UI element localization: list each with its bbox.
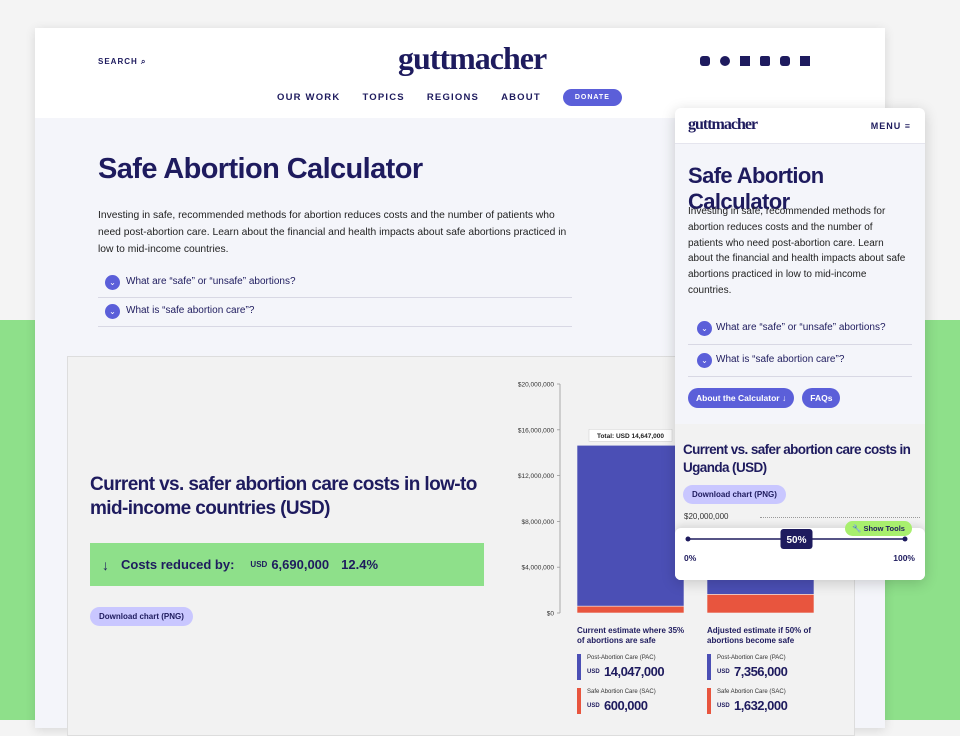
download-button[interactable]: Download chart (PNG) xyxy=(90,607,193,626)
legend-swatch xyxy=(577,654,581,680)
main-nav: OUR WORK TOPICS REGIONS ABOUT DONATE xyxy=(277,89,622,106)
y-tick-label: $4,000,000 xyxy=(521,565,554,572)
currency: USD xyxy=(587,703,600,709)
y-tick-label: $8,000,000 xyxy=(521,519,554,526)
savings-label: Costs reduced by: xyxy=(121,557,235,572)
donate-button[interactable]: DONATE xyxy=(562,89,622,106)
header: SEARCH ⌕ guttmacher OUR WORK TOPICS REGI… xyxy=(35,28,885,118)
mobile-view: guttmacher MENU ≡ Safe Abortion Calculat… xyxy=(675,108,925,580)
currency: USD xyxy=(717,703,730,709)
menu-button[interactable]: MENU ≡ xyxy=(870,121,911,131)
button-row: About the Calculator ↓ FAQs xyxy=(688,388,841,408)
legend-label: Post-Abortion Care (PAC) xyxy=(717,655,786,661)
menu-label: MENU xyxy=(870,121,902,131)
savings-amount: 6,690,000 xyxy=(271,557,330,572)
category-label: Current estimate where 35% of abortions … xyxy=(577,626,685,645)
intro-text: Investing in safe, recommended methods f… xyxy=(98,210,567,255)
search-label: SEARCH xyxy=(98,57,138,66)
arrow: ↓ xyxy=(102,556,109,573)
chevron: ⌄ xyxy=(105,304,120,319)
faq-list: ⌄ What are “safe” or “unsafe” abortions? … xyxy=(98,269,572,327)
chart-title: Current vs. safer abortion care costs in… xyxy=(683,442,911,475)
faqs-button[interactable]: FAQs xyxy=(802,388,841,408)
bar-segment xyxy=(576,605,685,614)
currency: USD xyxy=(587,669,600,675)
faq-label: What are “safe” or “unsafe” abortions? xyxy=(126,276,296,287)
faq-label: What is “safe abortion care”? xyxy=(126,305,255,316)
y-tick-label: $20,000,000 xyxy=(684,512,729,521)
grid-line xyxy=(760,517,920,518)
show-tools-label: Show Tools xyxy=(863,524,905,533)
chevron: ⌄ xyxy=(697,353,712,368)
panel-title: Current vs. safer abortion care costs in… xyxy=(90,474,477,519)
faq-item[interactable]: ⌄ What is “safe abortion care”? xyxy=(688,345,912,377)
page: SEARCH ⌕ guttmacher OUR WORK TOPICS REGI… xyxy=(0,28,960,736)
value-label: 600,000 xyxy=(604,698,648,713)
legend-label: Post-Abortion Care (PAC) xyxy=(587,655,656,661)
slider-end xyxy=(685,536,691,542)
legend-label: Safe Abortion Care (SAC) xyxy=(587,689,656,695)
y-tick-label: $20,000,000 xyxy=(518,382,555,389)
slider-min-label: 0% xyxy=(684,553,697,563)
slider[interactable]: 50% 0% 100% xyxy=(675,528,925,580)
download-button[interactable]: Download chart (PNG) xyxy=(683,485,786,504)
button-label: About the Calculator xyxy=(696,393,780,403)
search[interactable]: SEARCH ⌕ xyxy=(98,57,147,66)
icon[interactable] xyxy=(740,56,750,66)
chevron: ⌄ xyxy=(105,275,120,290)
icon[interactable] xyxy=(800,56,810,66)
faq-label: What are “safe” or “unsafe” abortions? xyxy=(716,322,886,333)
legend-swatch xyxy=(707,688,711,714)
faq-label: What is “safe abortion care”? xyxy=(716,354,845,365)
page-title: Safe Abortion Calculator xyxy=(688,163,824,214)
icon[interactable] xyxy=(760,56,770,66)
faq-list: ⌄ What are “safe” or “unsafe” abortions? … xyxy=(688,313,912,377)
faq-item[interactable]: ⌄ What are “safe” or “unsafe” abortions? xyxy=(98,269,572,298)
slider-value: 50% xyxy=(786,535,806,546)
category-label: Adjusted estimate if 50% of abortions be… xyxy=(707,626,812,645)
logo[interactable]: guttmacher xyxy=(398,40,547,76)
legend-swatch xyxy=(577,688,581,714)
value-label: 14,047,000 xyxy=(604,664,665,679)
legend-label: Safe Abortion Care (SAC) xyxy=(717,689,786,695)
about-button[interactable]: About the Calculator ↓ xyxy=(688,388,795,408)
slider-end xyxy=(902,536,908,542)
chevron: ⌄ xyxy=(697,321,712,336)
slider-max-label: 100% xyxy=(893,553,915,563)
currency: USD xyxy=(717,669,730,675)
faq-item[interactable]: ⌄ What are “safe” or “unsafe” abortions? xyxy=(688,313,912,345)
slider-handle xyxy=(780,529,813,549)
icon[interactable] xyxy=(700,56,710,66)
page-title: Safe Abortion Calculator xyxy=(98,153,423,185)
mobile-intro xyxy=(675,144,925,424)
social-icons xyxy=(700,56,810,66)
bar-segment xyxy=(576,444,685,607)
total-label: Total: USD 14,647,000 xyxy=(597,433,664,440)
value-label: 1,632,000 xyxy=(734,698,788,713)
total-box xyxy=(588,429,673,442)
nav-item[interactable]: OUR WORK xyxy=(277,92,341,103)
legend-swatch xyxy=(707,654,711,680)
icon[interactable] xyxy=(780,56,790,66)
mobile-header: guttmacher MENU ≡ xyxy=(675,108,925,144)
show-tools-button[interactable]: 🔧 Show Tools xyxy=(845,521,912,536)
value-label: 7,356,000 xyxy=(734,664,788,679)
currency: USD xyxy=(250,560,268,569)
bar-segment xyxy=(706,594,815,614)
faq-item[interactable]: ⌄ What is “safe abortion care”? xyxy=(98,298,572,327)
y-tick-label: $12,000,000 xyxy=(518,473,555,480)
savings-banner: ↓ Costs reduced by: USD 6,690,000 12.4% xyxy=(90,543,484,586)
y-tick-label: $16,000,000 xyxy=(518,427,555,434)
nav-item[interactable]: TOPICS xyxy=(362,92,405,103)
y-tick-label: $0 xyxy=(547,611,555,618)
icon[interactable] xyxy=(720,56,730,66)
savings-percent: 12.4% xyxy=(341,557,379,572)
intro-text: Investing in safe, recommended methods f… xyxy=(688,206,906,296)
logo[interactable]: guttmacher xyxy=(688,116,758,133)
nav-item[interactable]: ABOUT xyxy=(501,92,541,103)
nav-item[interactable]: REGIONS xyxy=(426,92,480,103)
